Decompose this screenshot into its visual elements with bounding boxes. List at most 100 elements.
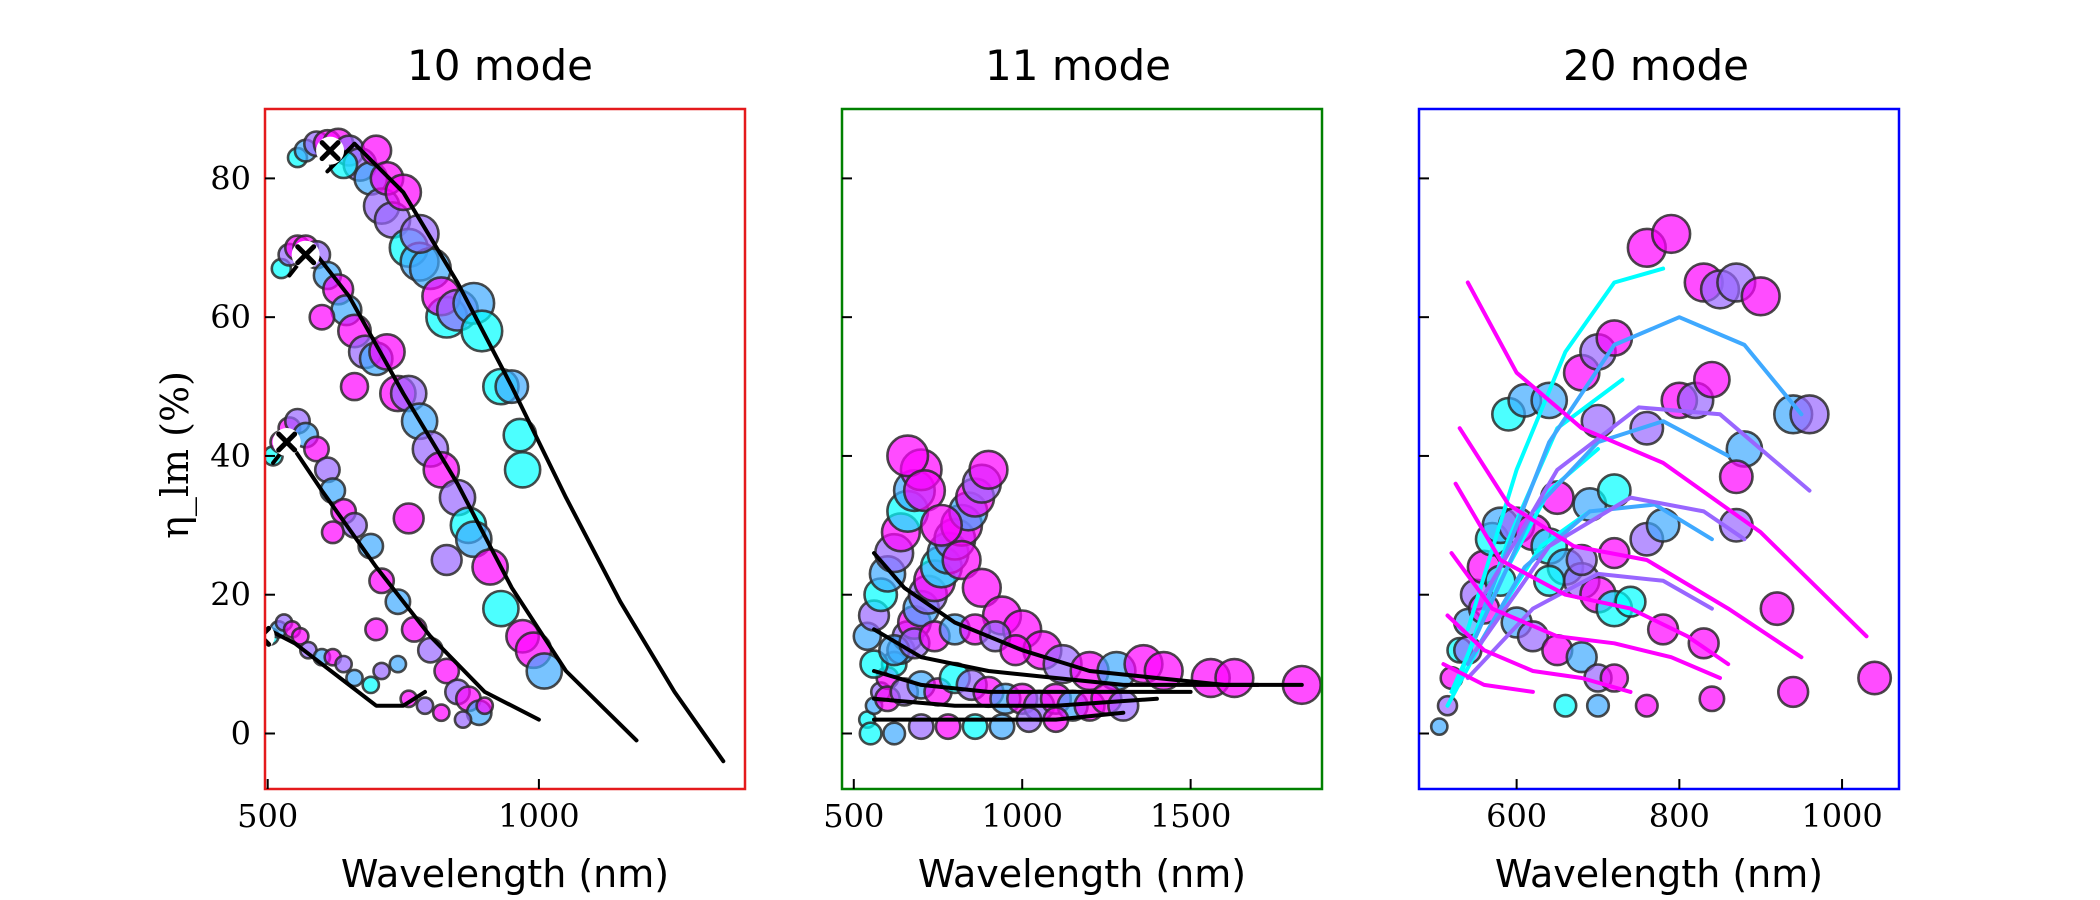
- axis-ticks: 500 1000 1500: [823, 177, 1231, 835]
- plot-area: [1429, 213, 1893, 737]
- data-point: [392, 502, 425, 535]
- data-point: [1857, 660, 1893, 696]
- data-point: [415, 696, 435, 716]
- fit-curve: [872, 696, 1159, 708]
- data-point: [1698, 685, 1726, 713]
- fit-curve: [1482, 315, 1804, 611]
- fit-curve: [872, 627, 1260, 687]
- data-point: [361, 675, 381, 695]
- fit-curve: [1445, 613, 1633, 694]
- data-point: [1565, 543, 1598, 577]
- plot-area: [852, 434, 1322, 746]
- data-point: [1650, 213, 1692, 255]
- data-point: [968, 449, 1009, 490]
- x-tick-label: 500: [823, 797, 884, 835]
- data-point: [1789, 394, 1830, 435]
- fit-curve: [1465, 502, 1714, 667]
- x-marker-cross: [276, 431, 298, 453]
- axis-ticks: 600 800 1000: [1419, 177, 1883, 835]
- x-axis-label: Wavelength (nm): [1495, 852, 1823, 896]
- data-point: [1429, 717, 1449, 737]
- data-point: [422, 450, 461, 489]
- x-axis-label: Wavelength (nm): [341, 852, 669, 896]
- panel-11-mode: 11 mode 500 1000 1500 Wavelength (nm): [823, 41, 1324, 896]
- panel-10-mode: 10 mode 0 20 40 60 80 500 1000 Wavelength (nm): [210, 41, 747, 896]
- fit-curve: [1465, 571, 1714, 680]
- data-point: [453, 710, 473, 730]
- panel-title: 10 mode: [407, 41, 593, 90]
- data-point: [1214, 657, 1255, 699]
- data-point: [290, 626, 310, 646]
- data-point: [345, 668, 364, 688]
- x-marker: [291, 240, 320, 269]
- data-point: [416, 636, 444, 664]
- plot-frame: [263, 107, 747, 791]
- x-marker: [272, 428, 301, 457]
- y-tick-label: 20: [210, 576, 251, 614]
- x-tick-label: 1000: [498, 797, 579, 835]
- x-marker: [316, 136, 345, 165]
- fit-curve: [1449, 551, 1722, 680]
- x-marker-cross: [295, 244, 317, 266]
- data-point: [1759, 591, 1795, 627]
- fit-curve: [325, 141, 726, 764]
- plot-frame: [840, 107, 1324, 791]
- fit-curve: [1453, 481, 1731, 667]
- fit-curve: [872, 710, 1126, 722]
- data-point: [1776, 675, 1810, 709]
- data-point: [882, 721, 907, 746]
- x-marker-bg: [265, 623, 275, 650]
- fit-curve: [1482, 405, 1812, 597]
- data-point: [525, 652, 564, 690]
- panel-title: 20 mode: [1563, 41, 1749, 90]
- data-point: [475, 696, 495, 716]
- data-point: [1107, 689, 1140, 722]
- x-tick-label: 1500: [1150, 797, 1231, 835]
- fit-curve: [1473, 419, 1731, 639]
- x-tick-label: 600: [1486, 797, 1547, 835]
- data-point: [858, 721, 883, 746]
- data-point: [886, 434, 930, 478]
- panel-20-mode: 20 mode 600 800 1000 Wavelength (nm): [1417, 41, 1901, 896]
- data-point: [372, 661, 392, 681]
- fit-curve: [1457, 426, 1804, 660]
- data-point: [433, 657, 461, 685]
- x-tick-label: 1000: [1801, 797, 1882, 835]
- data-point: [384, 588, 412, 616]
- y-tick-label: 40: [210, 437, 251, 475]
- plot-frame: [1417, 107, 1901, 791]
- data-point: [1614, 585, 1647, 618]
- data-point: [1740, 276, 1781, 317]
- fit-curve: [872, 669, 1193, 694]
- data-point: [1693, 360, 1731, 399]
- x-tick-label: 1000: [981, 797, 1062, 835]
- x-axis-label: Wavelength (nm): [918, 852, 1246, 896]
- data-point: [1565, 640, 1598, 674]
- plot-area: [265, 127, 726, 764]
- fit-curve: [1465, 280, 1869, 639]
- data-point: [308, 303, 336, 331]
- fit-curve: [1465, 266, 1666, 632]
- data-point: [1585, 693, 1611, 718]
- data-point: [399, 213, 440, 255]
- data-point: [902, 469, 947, 513]
- data-point: [364, 617, 389, 642]
- data-point: [1718, 459, 1754, 495]
- data-point: [961, 567, 1002, 608]
- data-point: [919, 503, 964, 547]
- data-point: [1553, 693, 1578, 718]
- data-point: [1645, 507, 1681, 543]
- data-point: [431, 703, 451, 723]
- x-tick-label: 500: [237, 797, 298, 835]
- data-point: [1634, 693, 1659, 718]
- y-tick-label: 80: [210, 159, 251, 197]
- data-point: [1580, 403, 1616, 439]
- data-point: [320, 520, 345, 545]
- data-point: [430, 543, 463, 577]
- data-point: [368, 567, 396, 595]
- data-point: [941, 539, 982, 581]
- x-marker: [265, 623, 275, 650]
- data-point: [302, 435, 330, 463]
- data-point: [481, 589, 520, 628]
